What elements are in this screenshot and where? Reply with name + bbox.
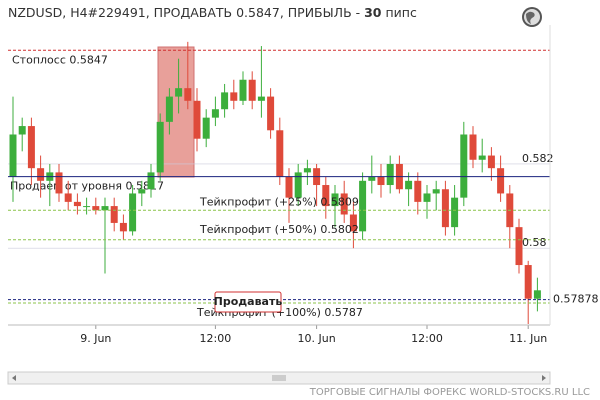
candle-body [239, 79, 247, 101]
candle-body [469, 134, 477, 160]
candle-body [165, 96, 173, 122]
candle-body [487, 155, 495, 169]
candle-body [322, 185, 330, 207]
candle-body [478, 155, 486, 160]
candle-body [451, 197, 459, 228]
candle-body [377, 176, 385, 186]
candle-body [202, 117, 210, 139]
profit-pips: 30 [364, 5, 382, 20]
candle-body [276, 130, 284, 177]
candle-body [193, 100, 201, 139]
candle-body [9, 134, 17, 177]
x-tick-label: 12:00 [411, 332, 443, 345]
candle-body [285, 176, 293, 198]
candle-body [294, 172, 302, 198]
last-price-label: 0.57878 [553, 293, 599, 306]
candle-body [257, 96, 265, 101]
candle-body [27, 126, 35, 169]
x-tick-label: 9. Jun [80, 332, 111, 345]
candle-body [73, 201, 81, 207]
title: NZDUSD, H4#229491, ПРОДАВАТЬ 0.5847, ПРИ… [8, 5, 417, 20]
candle-body [230, 92, 238, 101]
candle-body [267, 96, 275, 131]
candle-body [414, 180, 422, 202]
candle-body [83, 206, 91, 208]
x-tick-label: 10. Jun [298, 332, 336, 345]
candle-body [37, 168, 45, 181]
candle-body [524, 265, 532, 299]
x-tick-label: 11. Jun [509, 332, 547, 345]
candle-body [303, 168, 311, 173]
candle-body [18, 126, 26, 135]
candle-body [405, 180, 413, 190]
candle-body [515, 227, 523, 266]
candle-body [64, 193, 72, 202]
sell-button[interactable]: Продавать [214, 291, 283, 313]
level-label: Тейкпрофит (+25%) 0.5809 [199, 195, 359, 208]
level-label: Продаем от уровня 0.5817 [10, 180, 164, 193]
candle-body [55, 172, 63, 194]
button-label[interactable]: Продавать [214, 295, 283, 308]
candle-body [441, 189, 449, 228]
candle-body [423, 193, 431, 202]
footer: ТОРГОВЫЕ СИГНАЛЫ ФОРЕКС WORLD-STOCKS.RU … [309, 387, 590, 398]
candle-body [211, 109, 219, 118]
scrollbar[interactable] [7, 371, 551, 385]
y-tick-label: 0.58 [522, 236, 547, 249]
profit-unit: пипс [386, 5, 417, 20]
candle-body [138, 189, 146, 194]
candle-body [129, 193, 137, 232]
level-label: Стоплосс 0.5847 [12, 53, 108, 66]
candle-body [349, 214, 357, 232]
candle-body [101, 206, 109, 211]
globe-icon[interactable] [522, 7, 542, 27]
candle-body [340, 193, 348, 215]
candle-body [460, 134, 468, 198]
candle-body [175, 88, 183, 97]
candle-body [184, 88, 192, 101]
candle-body [533, 290, 541, 299]
level-label: Тейкпрофит (+50%) 0.5802 [199, 223, 359, 236]
candle-body [386, 163, 394, 186]
title-text: NZDUSD, H4#229491, ПРОДАВАТЬ 0.5847, ПРИ… [8, 5, 360, 20]
candle-body [368, 176, 376, 181]
candle-body [110, 206, 118, 223]
candle-body [147, 172, 155, 190]
candle-body [92, 206, 100, 211]
x-tick-label: 12:00 [200, 332, 232, 345]
candle-body [221, 92, 229, 110]
candle-body [331, 193, 339, 207]
candle-body [432, 189, 440, 194]
y-tick-label: 0.582 [522, 152, 554, 165]
candle-body [119, 222, 127, 232]
candle-body [359, 180, 367, 232]
candle-body [248, 79, 256, 101]
candle-body [156, 121, 164, 173]
candle-body [497, 168, 505, 194]
